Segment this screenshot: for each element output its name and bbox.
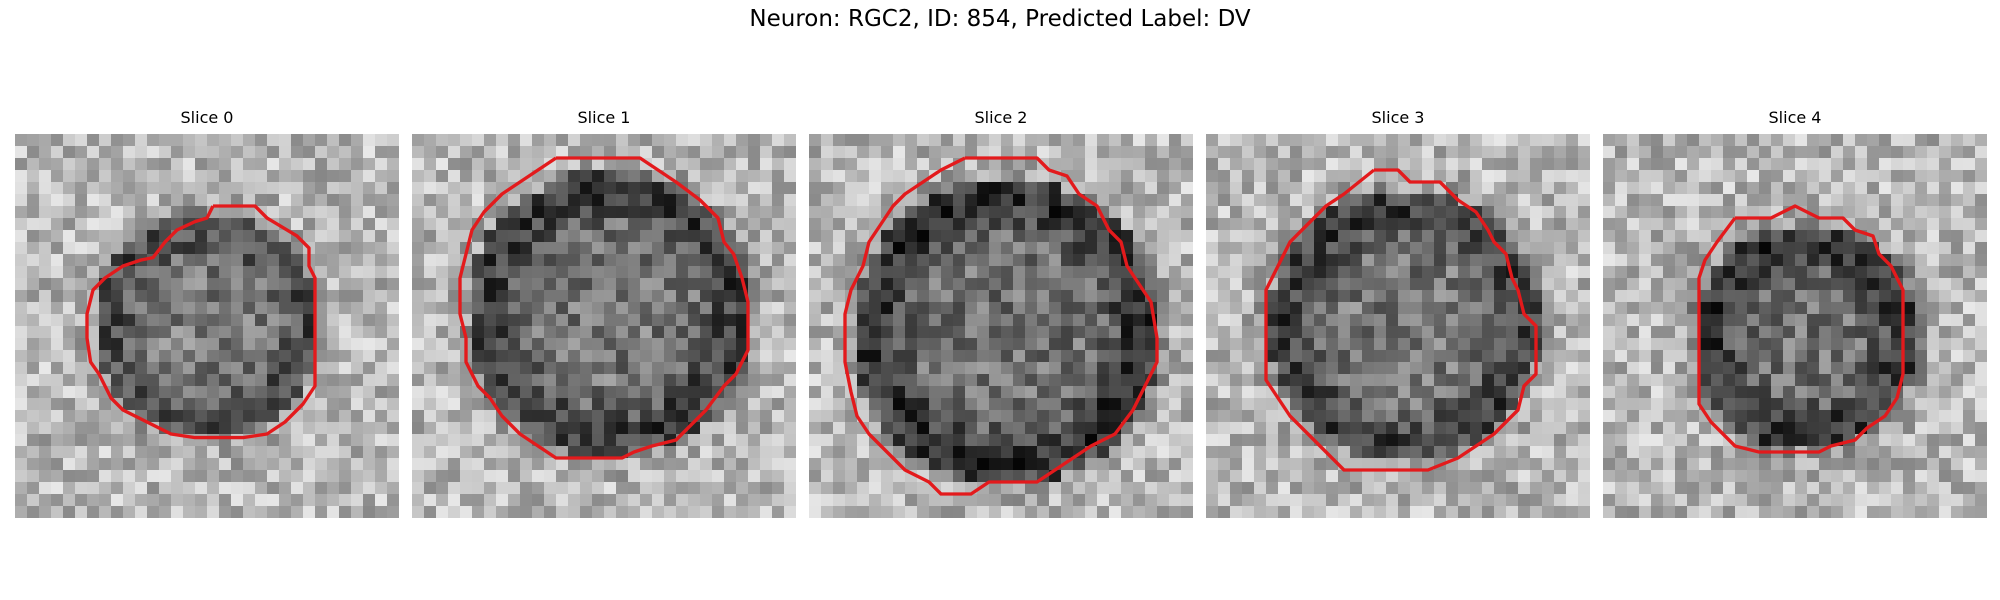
slice-panel-4: Slice 4 (1603, 108, 1987, 518)
roi-contour (458, 156, 750, 460)
slice-panel-3: Slice 3 (1206, 108, 1590, 518)
slice-image (1206, 134, 1590, 518)
slice-title: Slice 4 (1768, 108, 1822, 127)
slice-image (1603, 134, 1987, 518)
slice-title: Slice 2 (974, 108, 1028, 127)
roi-contour (1264, 168, 1538, 472)
roi-contour (843, 156, 1159, 496)
slice-image (15, 134, 399, 518)
roi-contour (1697, 204, 1905, 454)
slice-panel-2: Slice 2 (809, 108, 1193, 518)
slice-title: Slice 3 (1371, 108, 1425, 127)
figure-title: Neuron: RGC2, ID: 854, Predicted Label: … (749, 6, 1251, 32)
slice-title: Slice 1 (577, 108, 631, 127)
slice-image (809, 134, 1193, 518)
slice-panel-0: Slice 0 (15, 108, 399, 518)
roi-contour (85, 204, 317, 440)
slice-title: Slice 0 (180, 108, 234, 127)
slice-image (412, 134, 796, 518)
slice-panel-1: Slice 1 (412, 108, 796, 518)
